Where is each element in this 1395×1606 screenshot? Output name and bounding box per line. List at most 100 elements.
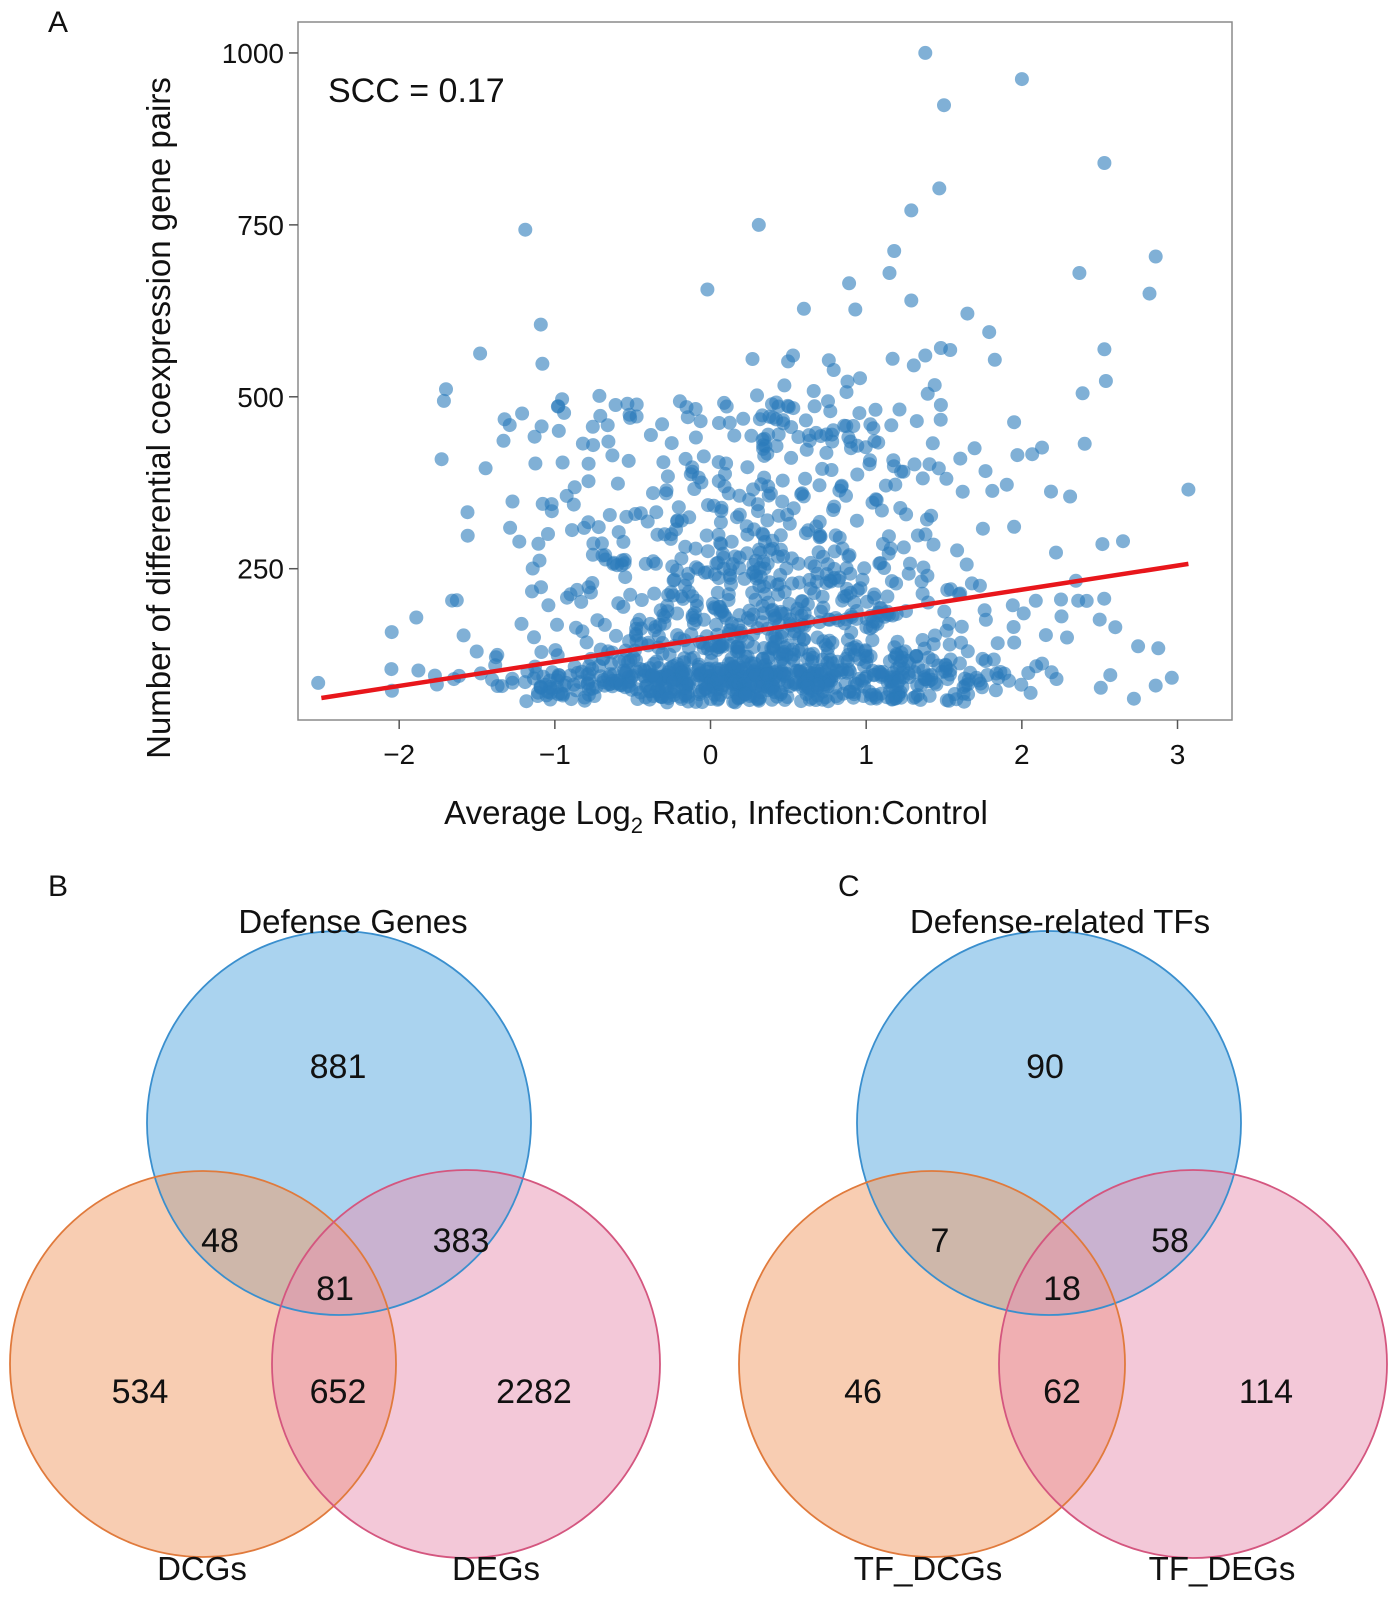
scatter-point [763, 486, 778, 501]
scatter-point [439, 382, 453, 397]
scatter-point [1164, 670, 1179, 685]
scatter-point [839, 385, 854, 400]
scatter-point [888, 477, 903, 492]
scatter-point [712, 416, 726, 430]
y-tick-label: 750 [237, 210, 284, 241]
scatter-point [868, 402, 883, 417]
panel-b: B Defense Genes DCGs DEGs 881 48 383 81 … [9, 870, 661, 1587]
scatter-point [550, 617, 564, 632]
scatter-point [554, 686, 568, 701]
scatter-point [670, 606, 685, 621]
scatter-point [714, 661, 729, 676]
scatter-point [751, 217, 766, 232]
x-tick-label: 0 [703, 739, 719, 770]
scatter-point [693, 414, 708, 429]
scatter-point [975, 521, 990, 536]
scatter-point [1014, 677, 1029, 692]
venn-outline-degs [271, 1169, 661, 1559]
scatter-point [1014, 72, 1029, 87]
scatter-point [750, 691, 765, 706]
scatter-point [384, 625, 399, 640]
scatter-point [823, 404, 838, 419]
scatter-point [620, 663, 635, 678]
scatter-point [724, 534, 739, 549]
scatter-point [1097, 591, 1112, 606]
venn-set-label-degs: DEGs [452, 1550, 540, 1587]
scatter-point [759, 667, 774, 682]
scatter-point [937, 604, 952, 619]
scatter-point [610, 558, 625, 573]
scatter-point [634, 593, 649, 607]
scatter-point [664, 436, 679, 451]
scatter-point [913, 692, 928, 707]
scatter-point [765, 629, 780, 644]
scatter-point [939, 471, 954, 486]
scatter-point [717, 395, 732, 410]
scatter-point [671, 500, 686, 515]
scatter-point [786, 501, 801, 516]
scatter-point [910, 528, 925, 543]
scatter-point [752, 542, 767, 557]
scatter-point [689, 593, 704, 608]
scatter-point [894, 464, 909, 479]
scatter-point [722, 568, 737, 583]
scatter-point [927, 378, 942, 393]
scatter-point [602, 508, 617, 522]
scatter-point [551, 423, 566, 438]
scatter-point [560, 590, 574, 605]
regression-line [321, 561, 1189, 701]
scatter-point [582, 666, 597, 681]
scatter-point [769, 395, 784, 410]
scatter-point [756, 438, 771, 453]
scatter-point [678, 578, 692, 593]
scatter-point [786, 348, 800, 363]
scatter-point [782, 516, 797, 531]
scatter-point [960, 306, 975, 321]
scatter-point [750, 388, 764, 403]
scatter-point [786, 647, 801, 662]
venn-circle-tf-degs [999, 1170, 1387, 1558]
scatter-point [1079, 593, 1094, 608]
scatter-point [674, 513, 689, 528]
scatter-point [701, 498, 715, 513]
scatter-point [534, 645, 549, 659]
scatter-point [715, 639, 730, 654]
scatter-point [909, 649, 924, 663]
scatter-point [840, 374, 855, 389]
scatter-point [886, 453, 901, 468]
scatter-point [411, 663, 426, 678]
scatter-point [760, 513, 775, 528]
scatter-point [865, 633, 880, 648]
scatter-point [664, 585, 679, 600]
x-axis-title-suffix: Ratio, Infection:Control [643, 794, 988, 831]
scatter-point [605, 448, 620, 463]
scatter-point [882, 266, 897, 280]
scatter-point [909, 414, 924, 429]
scatter-point [531, 536, 546, 551]
panel-c-label: C [838, 870, 860, 903]
scatter-point [528, 456, 543, 471]
scatter-point [776, 413, 790, 428]
scatter-point [512, 534, 527, 549]
x-tick-label: 1 [858, 739, 874, 770]
scatter-point [593, 669, 608, 684]
scatter-point [827, 561, 842, 576]
scatter-point [577, 520, 592, 535]
scatter-point [885, 692, 900, 706]
scatter-point [707, 567, 722, 582]
y-axis-title: Number of differential coexpression gene… [140, 77, 177, 759]
scatter-point [623, 587, 638, 602]
venn-count-tf-dcgs-tf-degs: 62 [1043, 1373, 1081, 1411]
scatter-point [709, 617, 724, 632]
y-tick-label: 250 [237, 554, 284, 585]
scatter-point [616, 599, 631, 614]
scatter-point [659, 486, 674, 501]
scatter-point [1010, 448, 1025, 463]
y-tick-label: 1000 [222, 38, 284, 69]
scatter-point [311, 675, 326, 690]
scatter-point [788, 675, 803, 690]
scatter-point [1063, 489, 1078, 504]
scatter-point [543, 685, 558, 700]
scatter-point [762, 575, 777, 590]
scatter-point [533, 317, 548, 332]
